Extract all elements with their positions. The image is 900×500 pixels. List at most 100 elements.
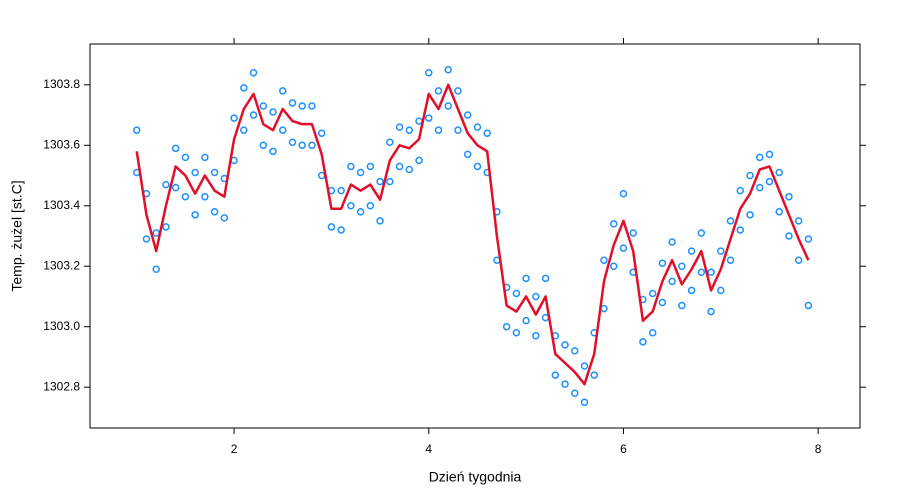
data-point — [473, 123, 482, 131]
data-point — [278, 126, 287, 134]
data-point — [794, 256, 803, 264]
data-point — [736, 186, 745, 195]
data-point — [609, 262, 618, 270]
data-point — [376, 217, 384, 225]
data-point — [648, 289, 657, 298]
data-point — [269, 147, 277, 156]
smooth-line — [135, 83, 810, 386]
y-tick-label: 1303.6 — [43, 137, 80, 151]
plot-frame — [89, 43, 861, 429]
y-axis-title: Temp. żużel [st.C] — [9, 180, 25, 291]
data-point — [658, 298, 667, 307]
data-point — [210, 208, 219, 216]
y-tick-label: 1303.4 — [43, 198, 80, 212]
data-point — [317, 129, 326, 137]
data-point — [405, 165, 414, 174]
data-point — [152, 265, 160, 274]
data-point — [726, 217, 735, 225]
data-point — [181, 153, 190, 162]
data-point — [386, 177, 394, 186]
data-point — [512, 289, 521, 298]
data-point — [707, 307, 715, 316]
data-point — [551, 371, 560, 379]
data-point — [171, 144, 180, 153]
data-point — [337, 226, 345, 234]
data-point — [619, 244, 628, 252]
data-point — [726, 256, 735, 264]
data-point — [347, 162, 355, 171]
data-point — [522, 274, 530, 283]
data-point — [269, 108, 277, 116]
data-point — [162, 180, 170, 189]
data-point — [386, 138, 394, 147]
data-point — [201, 192, 209, 201]
data-point — [532, 332, 540, 340]
data-point — [473, 162, 482, 171]
data-point — [171, 183, 180, 192]
data-point — [434, 126, 443, 134]
data-point — [356, 168, 365, 177]
data-point — [132, 126, 141, 134]
data-point — [425, 114, 433, 122]
data-point — [415, 156, 423, 165]
data-point — [463, 150, 472, 159]
data-point — [347, 202, 355, 210]
y-tick-label: 1303.2 — [43, 258, 80, 272]
data-point — [308, 102, 316, 110]
data-point — [240, 126, 248, 134]
data-point — [775, 168, 783, 177]
data-point — [571, 347, 579, 355]
data-point — [483, 129, 491, 137]
data-point — [697, 268, 706, 277]
data-point — [327, 223, 336, 231]
data-point — [395, 162, 404, 171]
data-point — [639, 338, 647, 346]
data-point — [210, 168, 219, 177]
data-point — [794, 217, 803, 225]
data-point — [308, 141, 316, 150]
data-point — [561, 380, 569, 388]
data-point — [395, 123, 404, 131]
data-point — [240, 84, 248, 92]
data-point — [609, 220, 618, 228]
x-axis-title: Dzień tygodnia — [429, 469, 522, 485]
data-point — [142, 235, 151, 243]
data-point — [220, 214, 229, 222]
data-point — [804, 301, 813, 310]
x-tick-label: 6 — [620, 442, 627, 456]
data-point — [181, 192, 190, 201]
data-point — [580, 398, 589, 407]
data-point — [298, 102, 306, 110]
data-point — [746, 171, 754, 180]
data-point — [765, 177, 774, 186]
data-point — [249, 111, 258, 119]
data-point — [785, 232, 793, 240]
data-point — [366, 202, 375, 210]
data-point — [600, 304, 608, 313]
data-point — [687, 286, 696, 295]
data-point — [755, 183, 764, 192]
data-point — [444, 65, 452, 74]
data-point — [191, 168, 199, 177]
data-point — [230, 114, 238, 122]
data-point — [434, 87, 443, 95]
data-point — [668, 238, 676, 246]
data-point — [454, 126, 462, 134]
data-point — [366, 162, 375, 171]
data-point — [298, 141, 306, 150]
data-point — [249, 68, 258, 77]
data-point — [590, 371, 598, 379]
data-point — [532, 292, 540, 301]
data-point — [755, 153, 764, 162]
data-point — [668, 277, 676, 286]
data-point — [561, 341, 569, 349]
data-point — [356, 208, 365, 216]
data-point — [571, 389, 579, 397]
data-point — [600, 256, 608, 264]
data-point — [405, 126, 414, 134]
data-point — [717, 247, 725, 255]
data-point — [259, 102, 268, 110]
data-point — [736, 226, 745, 234]
